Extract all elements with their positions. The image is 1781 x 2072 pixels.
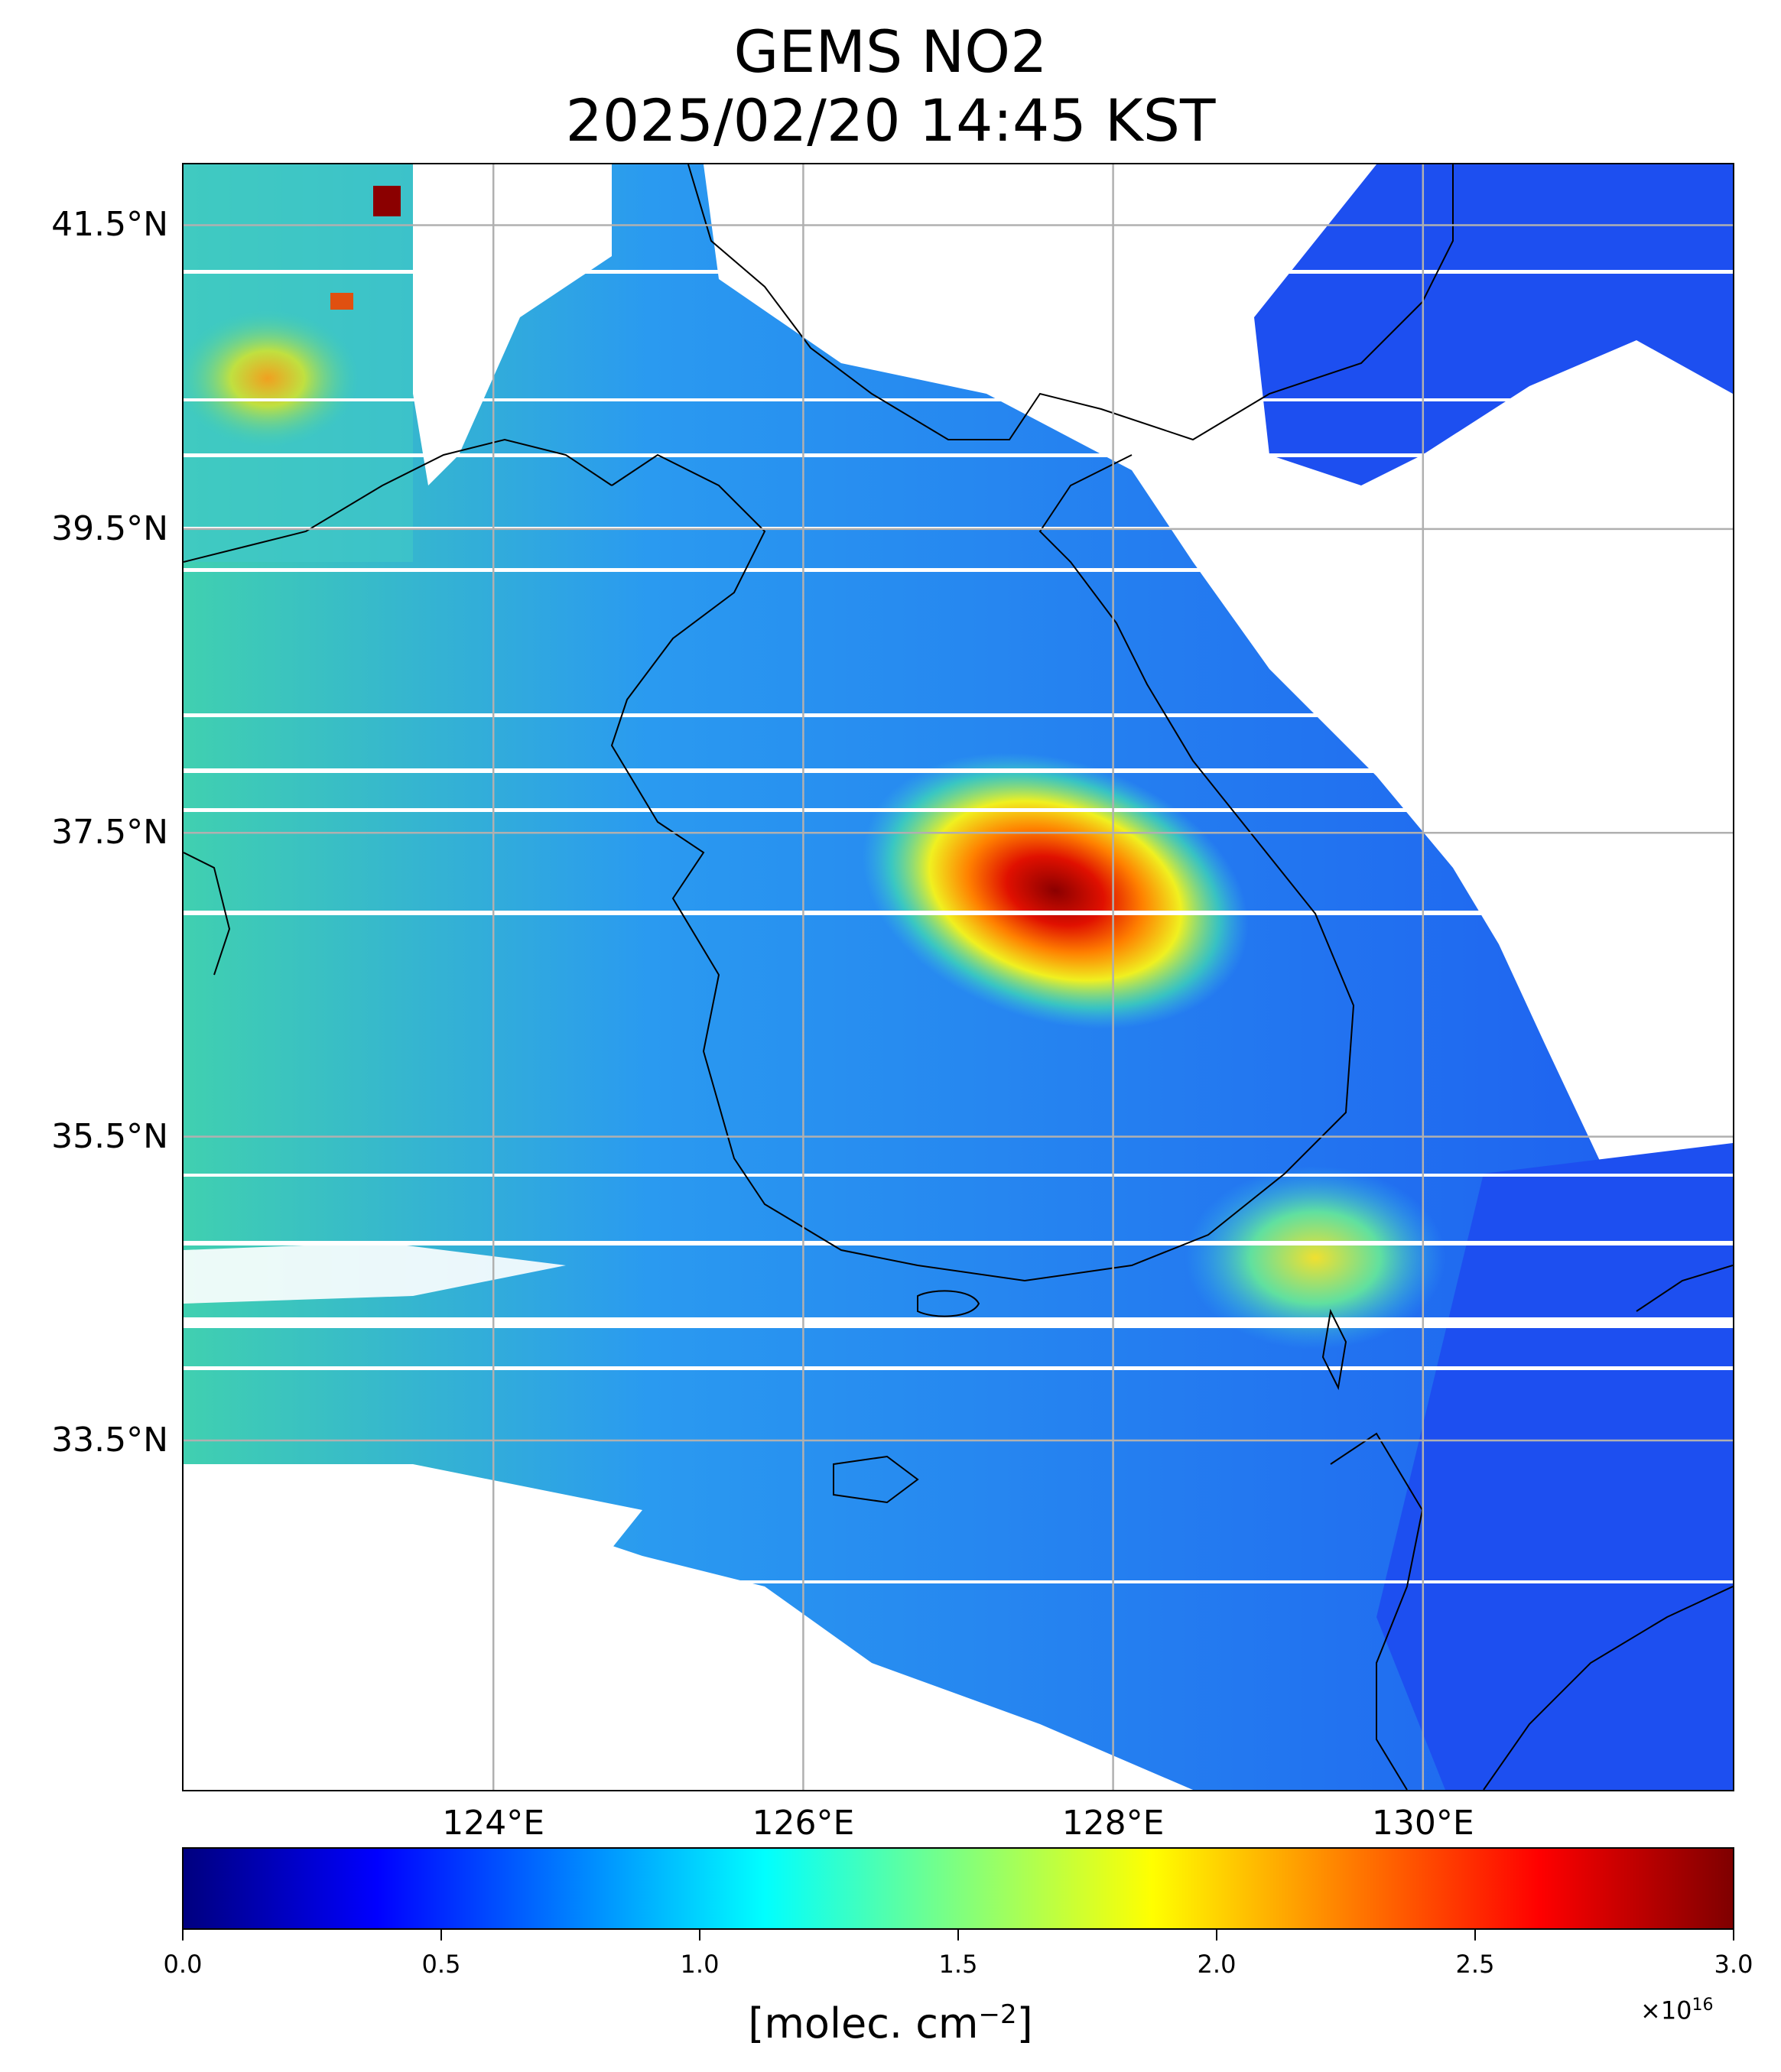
lon-tick-label: 130°E	[1371, 1804, 1474, 1843]
colorbar-tick-mark	[957, 1930, 959, 1940]
map-gridlines	[184, 164, 1733, 1790]
colorbar-multiplier: ×1016	[1640, 1996, 1714, 2025]
colorbar-tick-label: 1.5	[938, 1950, 978, 1979]
map-panel[interactable]	[182, 163, 1734, 1791]
colorbar-tick-mark	[1474, 1930, 1476, 1940]
colorbar-tick-label: 0.0	[163, 1950, 203, 1979]
map-title: GEMS NO2	[733, 18, 1048, 86]
lon-tick-label: 124°E	[442, 1804, 545, 1843]
lon-tick-label: 126°E	[752, 1804, 855, 1843]
colorbar-tick-label: 2.0	[1197, 1950, 1237, 1979]
colorbar-tick-label: 3.0	[1714, 1950, 1753, 1979]
colorbar-tick-mark	[1216, 1930, 1217, 1940]
colorbar	[182, 1847, 1734, 1930]
colorbar-unit-label: [molec. cm−2]	[748, 1999, 1033, 2048]
lat-tick-label: 39.5°N	[51, 508, 168, 548]
colorbar-tick-label: 2.5	[1455, 1950, 1495, 1979]
map-subtitle-timestamp: 2025/02/20 14:45 KST	[565, 86, 1216, 154]
no2-map	[184, 164, 1733, 1790]
colorbar-tick-mark	[440, 1930, 442, 1940]
lat-tick-label: 33.5°N	[51, 1421, 168, 1460]
colorbar-tick-mark	[182, 1930, 184, 1940]
no2-field	[184, 164, 1733, 1790]
colorbar-tick-mark	[699, 1930, 700, 1940]
lat-tick-label: 37.5°N	[51, 813, 168, 853]
colorbar-tick-mark	[1733, 1930, 1734, 1940]
colorbar-tick-label: 1.0	[680, 1950, 720, 1979]
colorbar-tick-label: 0.5	[421, 1950, 461, 1979]
lat-tick-label: 35.5°N	[51, 1116, 168, 1156]
lon-tick-label: 128°E	[1061, 1804, 1165, 1843]
lat-tick-label: 41.5°N	[51, 205, 168, 245]
swath-gaps	[184, 270, 1733, 1583]
coastlines	[184, 164, 1733, 1790]
hotspot-seoul	[862, 752, 1249, 1029]
